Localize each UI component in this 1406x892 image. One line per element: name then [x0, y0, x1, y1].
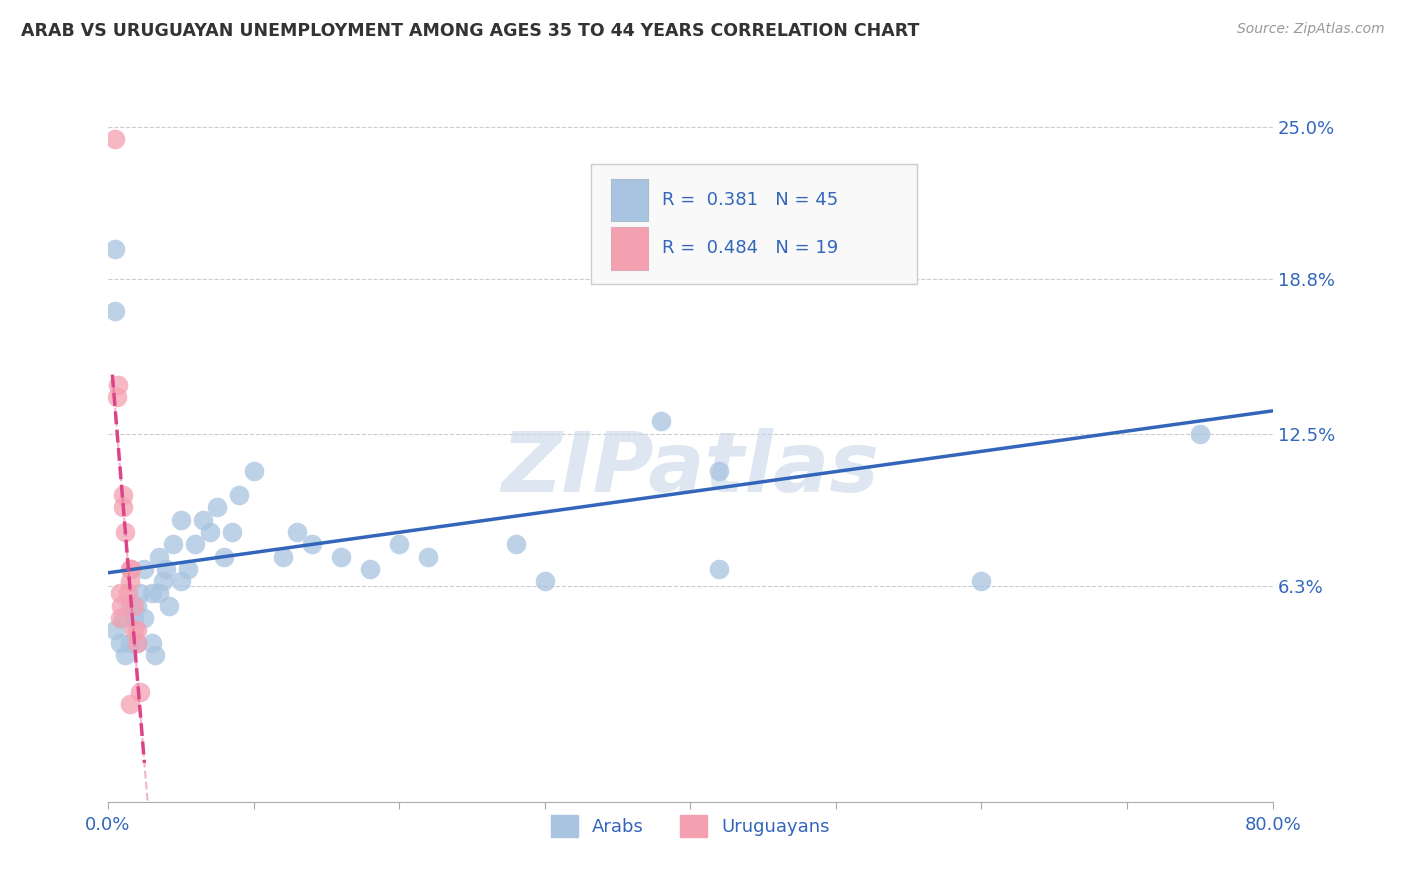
Point — [111, 500, 134, 515]
Point — [191, 513, 214, 527]
Point — [271, 549, 294, 564]
Text: Source: ZipAtlas.com: Source: ZipAtlas.com — [1237, 22, 1385, 37]
Point — [129, 586, 152, 600]
Point — [221, 524, 243, 539]
Legend: Arabs, Uruguayans: Arabs, Uruguayans — [543, 807, 838, 844]
Point — [108, 635, 131, 649]
Bar — [612, 179, 648, 221]
Point — [650, 414, 672, 428]
Point — [242, 464, 264, 478]
Point — [359, 562, 381, 576]
Point — [118, 562, 141, 576]
Point — [155, 562, 177, 576]
Point — [120, 562, 142, 576]
Text: R =  0.381   N = 45: R = 0.381 N = 45 — [662, 191, 838, 209]
Point — [118, 574, 141, 588]
Point — [177, 562, 200, 576]
Point — [122, 599, 145, 613]
Point — [111, 611, 134, 625]
Point — [152, 574, 174, 588]
Point — [108, 586, 131, 600]
Point — [122, 624, 145, 638]
Point — [143, 648, 166, 662]
Point — [418, 549, 440, 564]
Point — [127, 635, 149, 649]
Point — [118, 697, 141, 711]
Point — [970, 574, 993, 588]
Point — [162, 537, 184, 551]
Point — [127, 635, 149, 649]
Point — [104, 243, 127, 257]
Point — [127, 599, 149, 613]
Point — [104, 624, 127, 638]
Point — [110, 599, 132, 613]
Point — [329, 549, 352, 564]
Point — [114, 648, 136, 662]
Point — [111, 488, 134, 502]
FancyBboxPatch shape — [592, 164, 918, 284]
Point — [104, 303, 127, 318]
Point — [127, 624, 149, 638]
Point — [205, 500, 228, 515]
Point — [134, 562, 156, 576]
Point — [157, 599, 180, 613]
Point — [1188, 426, 1211, 441]
Point — [214, 549, 236, 564]
Point — [117, 586, 139, 600]
Point — [129, 684, 152, 698]
Text: R =  0.484   N = 19: R = 0.484 N = 19 — [662, 239, 838, 258]
Point — [170, 574, 193, 588]
Point — [184, 537, 207, 551]
Point — [533, 574, 555, 588]
Point — [285, 524, 308, 539]
Text: ARAB VS URUGUAYAN UNEMPLOYMENT AMONG AGES 35 TO 44 YEARS CORRELATION CHART: ARAB VS URUGUAYAN UNEMPLOYMENT AMONG AGE… — [21, 22, 920, 40]
Point — [134, 611, 156, 625]
Point — [104, 132, 127, 146]
Point — [108, 611, 131, 625]
Point — [107, 377, 129, 392]
Point — [122, 611, 145, 625]
Point — [198, 524, 221, 539]
Point — [148, 586, 170, 600]
Point — [148, 549, 170, 564]
Point — [114, 524, 136, 539]
Point — [228, 488, 250, 502]
Point — [709, 562, 731, 576]
Point — [170, 513, 193, 527]
Point — [301, 537, 323, 551]
Point — [105, 390, 128, 404]
Point — [737, 205, 759, 219]
Point — [118, 635, 141, 649]
Bar — [612, 227, 648, 269]
Point — [141, 635, 163, 649]
Point — [118, 599, 141, 613]
Point — [709, 464, 731, 478]
Text: ZIPatlas: ZIPatlas — [502, 428, 879, 509]
Point — [388, 537, 411, 551]
Point — [141, 586, 163, 600]
Point — [505, 537, 527, 551]
